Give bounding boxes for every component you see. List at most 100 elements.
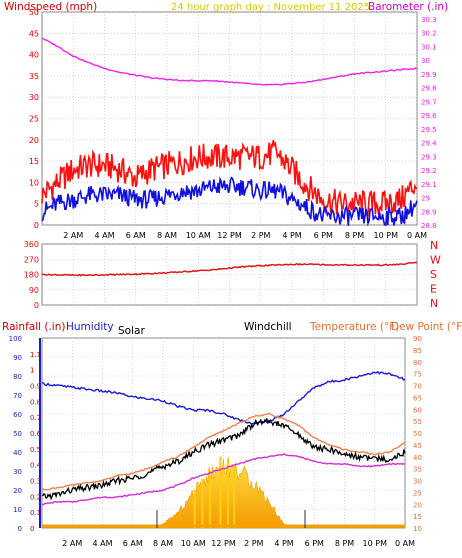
compass-label: N: [430, 297, 438, 310]
barometer-tick: 29: [421, 195, 430, 203]
rainfall-tick: 0.3: [30, 478, 41, 486]
rainfall-tick: 0.7: [30, 414, 41, 422]
time-tick-label: 10 PM: [363, 539, 388, 548]
solar-radiation-spikes: [193, 456, 236, 528]
temperature-tick: 60: [413, 406, 422, 414]
dewpoint-axis-title: Dew Point (°F): [391, 321, 462, 333]
rainfall-tick: 1.1: [30, 351, 41, 359]
time-tick-label: 10 PM: [374, 231, 399, 240]
time-tick-label: 0 AM: [395, 539, 415, 548]
rainfall-tick: 0.5: [30, 446, 41, 454]
time-tick-label: 2 AM: [62, 539, 82, 548]
barometer-tick: 28.8: [421, 222, 437, 230]
time-tick-label: 4 AM: [94, 231, 114, 240]
time-tick-label: 2 AM: [63, 231, 83, 240]
barometer-tick: 29.4: [421, 140, 437, 148]
humidity-tick: 50: [13, 430, 22, 438]
temperature-tick-labels: 10 15 20 25 30 35 40 45 50 55 60 65 70 75 80 85 90: [413, 335, 422, 533]
barometer-tick: 29.8: [421, 85, 437, 93]
time-tick-label: 0 AM: [407, 231, 427, 240]
direction-degree-tick: 90: [29, 286, 39, 295]
windspeed-tick: 15: [29, 157, 39, 166]
windspeed-tick: 20: [29, 136, 39, 145]
barometer-tick: 30: [421, 57, 430, 65]
direction-degree-tick: 0: [34, 301, 39, 310]
temperature-tick: 80: [413, 359, 422, 367]
rainfall-axis-title: Rainfall (.in): [2, 321, 65, 333]
direction-degree-tick: 360: [24, 240, 39, 249]
barometer-tick: 29.9: [421, 71, 437, 79]
wind-average-line: [41, 176, 418, 227]
rainfall-tick: 0.1: [30, 509, 41, 517]
graph-date-title: 24 hour graph day : November 11 2025: [171, 2, 370, 13]
time-tick-label: 8 AM: [153, 539, 173, 548]
temperature-humidity-panel: 0 0.1 0.2 0.3 0.4 0.5 0.6 0.7 0.8 0.9 1 1.1 0 10 20 30…: [9, 335, 422, 548]
humidity-tick: 40: [13, 449, 22, 457]
rainfall-tick: 0.8: [30, 398, 41, 406]
windspeed-line: [41, 140, 418, 218]
temperature-tick: 85: [413, 347, 422, 355]
windspeed-tick: 5: [34, 200, 39, 209]
time-tick-label: 10 AM: [186, 231, 211, 240]
barometer-tick-labels: 28.8 28.9 29 29.1 29.2 29.3 29.4 29.5 29.6 29.7 29…: [421, 16, 437, 230]
temperature-tick: 25: [413, 489, 422, 497]
temperature-tick: 35: [413, 466, 422, 474]
temperature-tick: 55: [413, 418, 422, 426]
temperature-tick: 10: [413, 525, 422, 533]
temperature-tick: 75: [413, 371, 422, 379]
windspeed-tick: 45: [29, 29, 39, 38]
temperature-tick: 45: [413, 442, 422, 450]
temp-time-tick-labels: 2 AM 4 AM 6 AM 8 AM 10 AM 12 PM 2 PM 4 PM 6 PM 8 …: [62, 539, 415, 548]
windspeed-tick: 10: [29, 178, 39, 187]
barometer-tick: 30.3: [421, 16, 437, 24]
temperature-tick: 40: [413, 454, 422, 462]
windspeed-tick: 30: [29, 93, 39, 102]
direction-degree-tick: 180: [24, 271, 39, 280]
temperature-line: [41, 412, 406, 491]
direction-degree-tick: 270: [24, 255, 39, 264]
humidity-tick: 80: [13, 373, 22, 381]
barometer-tick: 30.2: [421, 30, 437, 38]
barometer-tick: 29.3: [421, 153, 437, 161]
temperature-tick: 20: [413, 501, 422, 509]
time-tick-label: 8 AM: [157, 231, 177, 240]
rainfall-tick: 0.2: [30, 493, 41, 501]
time-tick-label: 2 PM: [251, 231, 270, 240]
time-tick-label: 6 PM: [305, 539, 324, 548]
time-tick-label: 8 PM: [345, 231, 364, 240]
humidity-tick: 20: [13, 487, 22, 495]
solar-axis-title: Solar: [118, 325, 145, 337]
barometer-tick: 29.6: [421, 112, 437, 120]
rainfall-tick: 0.6: [30, 430, 42, 438]
barometer-tick: 29.1: [421, 181, 437, 189]
time-tick-label: 12 PM: [211, 539, 236, 548]
compass-label: S: [430, 268, 437, 281]
temperature-tick: 15: [413, 513, 422, 521]
humidity-tick: 100: [9, 335, 22, 343]
barometer-tick: 29.2: [421, 167, 437, 175]
temperature-axis-title: Temperature (°F): [309, 321, 399, 333]
temperature-tick: 50: [413, 430, 422, 438]
wind-direction-line: [41, 261, 418, 277]
solar-area: [42, 457, 405, 529]
barometer-tick: 29.5: [421, 126, 437, 134]
time-tick-label: 4 AM: [92, 539, 112, 548]
rainfall-tick: 0.9: [30, 383, 41, 391]
humidity-line: [41, 370, 406, 425]
humidity-tick: 0: [18, 525, 22, 533]
temperature-tick: 30: [413, 478, 422, 486]
windspeed-tick-labels: 0 5 10 15 20 25 30 35 40 45 50: [29, 8, 39, 230]
rainfall-tick: 0.4: [30, 462, 42, 470]
time-tick-label: 6 PM: [314, 231, 333, 240]
windspeed-tick: 0: [34, 221, 39, 230]
windspeed-tick: 40: [29, 51, 39, 60]
time-tick-label: 10 AM: [181, 539, 206, 548]
time-tick-label: 4 PM: [282, 231, 301, 240]
barometer-tick: 30.1: [421, 43, 437, 51]
temperature-tick: 90: [413, 335, 422, 343]
wind-time-tick-labels: 2 AM 4 AM 6 AM 8 AM 10 AM 12 PM 2 PM 4 PM 6 PM 8 …: [63, 231, 427, 240]
